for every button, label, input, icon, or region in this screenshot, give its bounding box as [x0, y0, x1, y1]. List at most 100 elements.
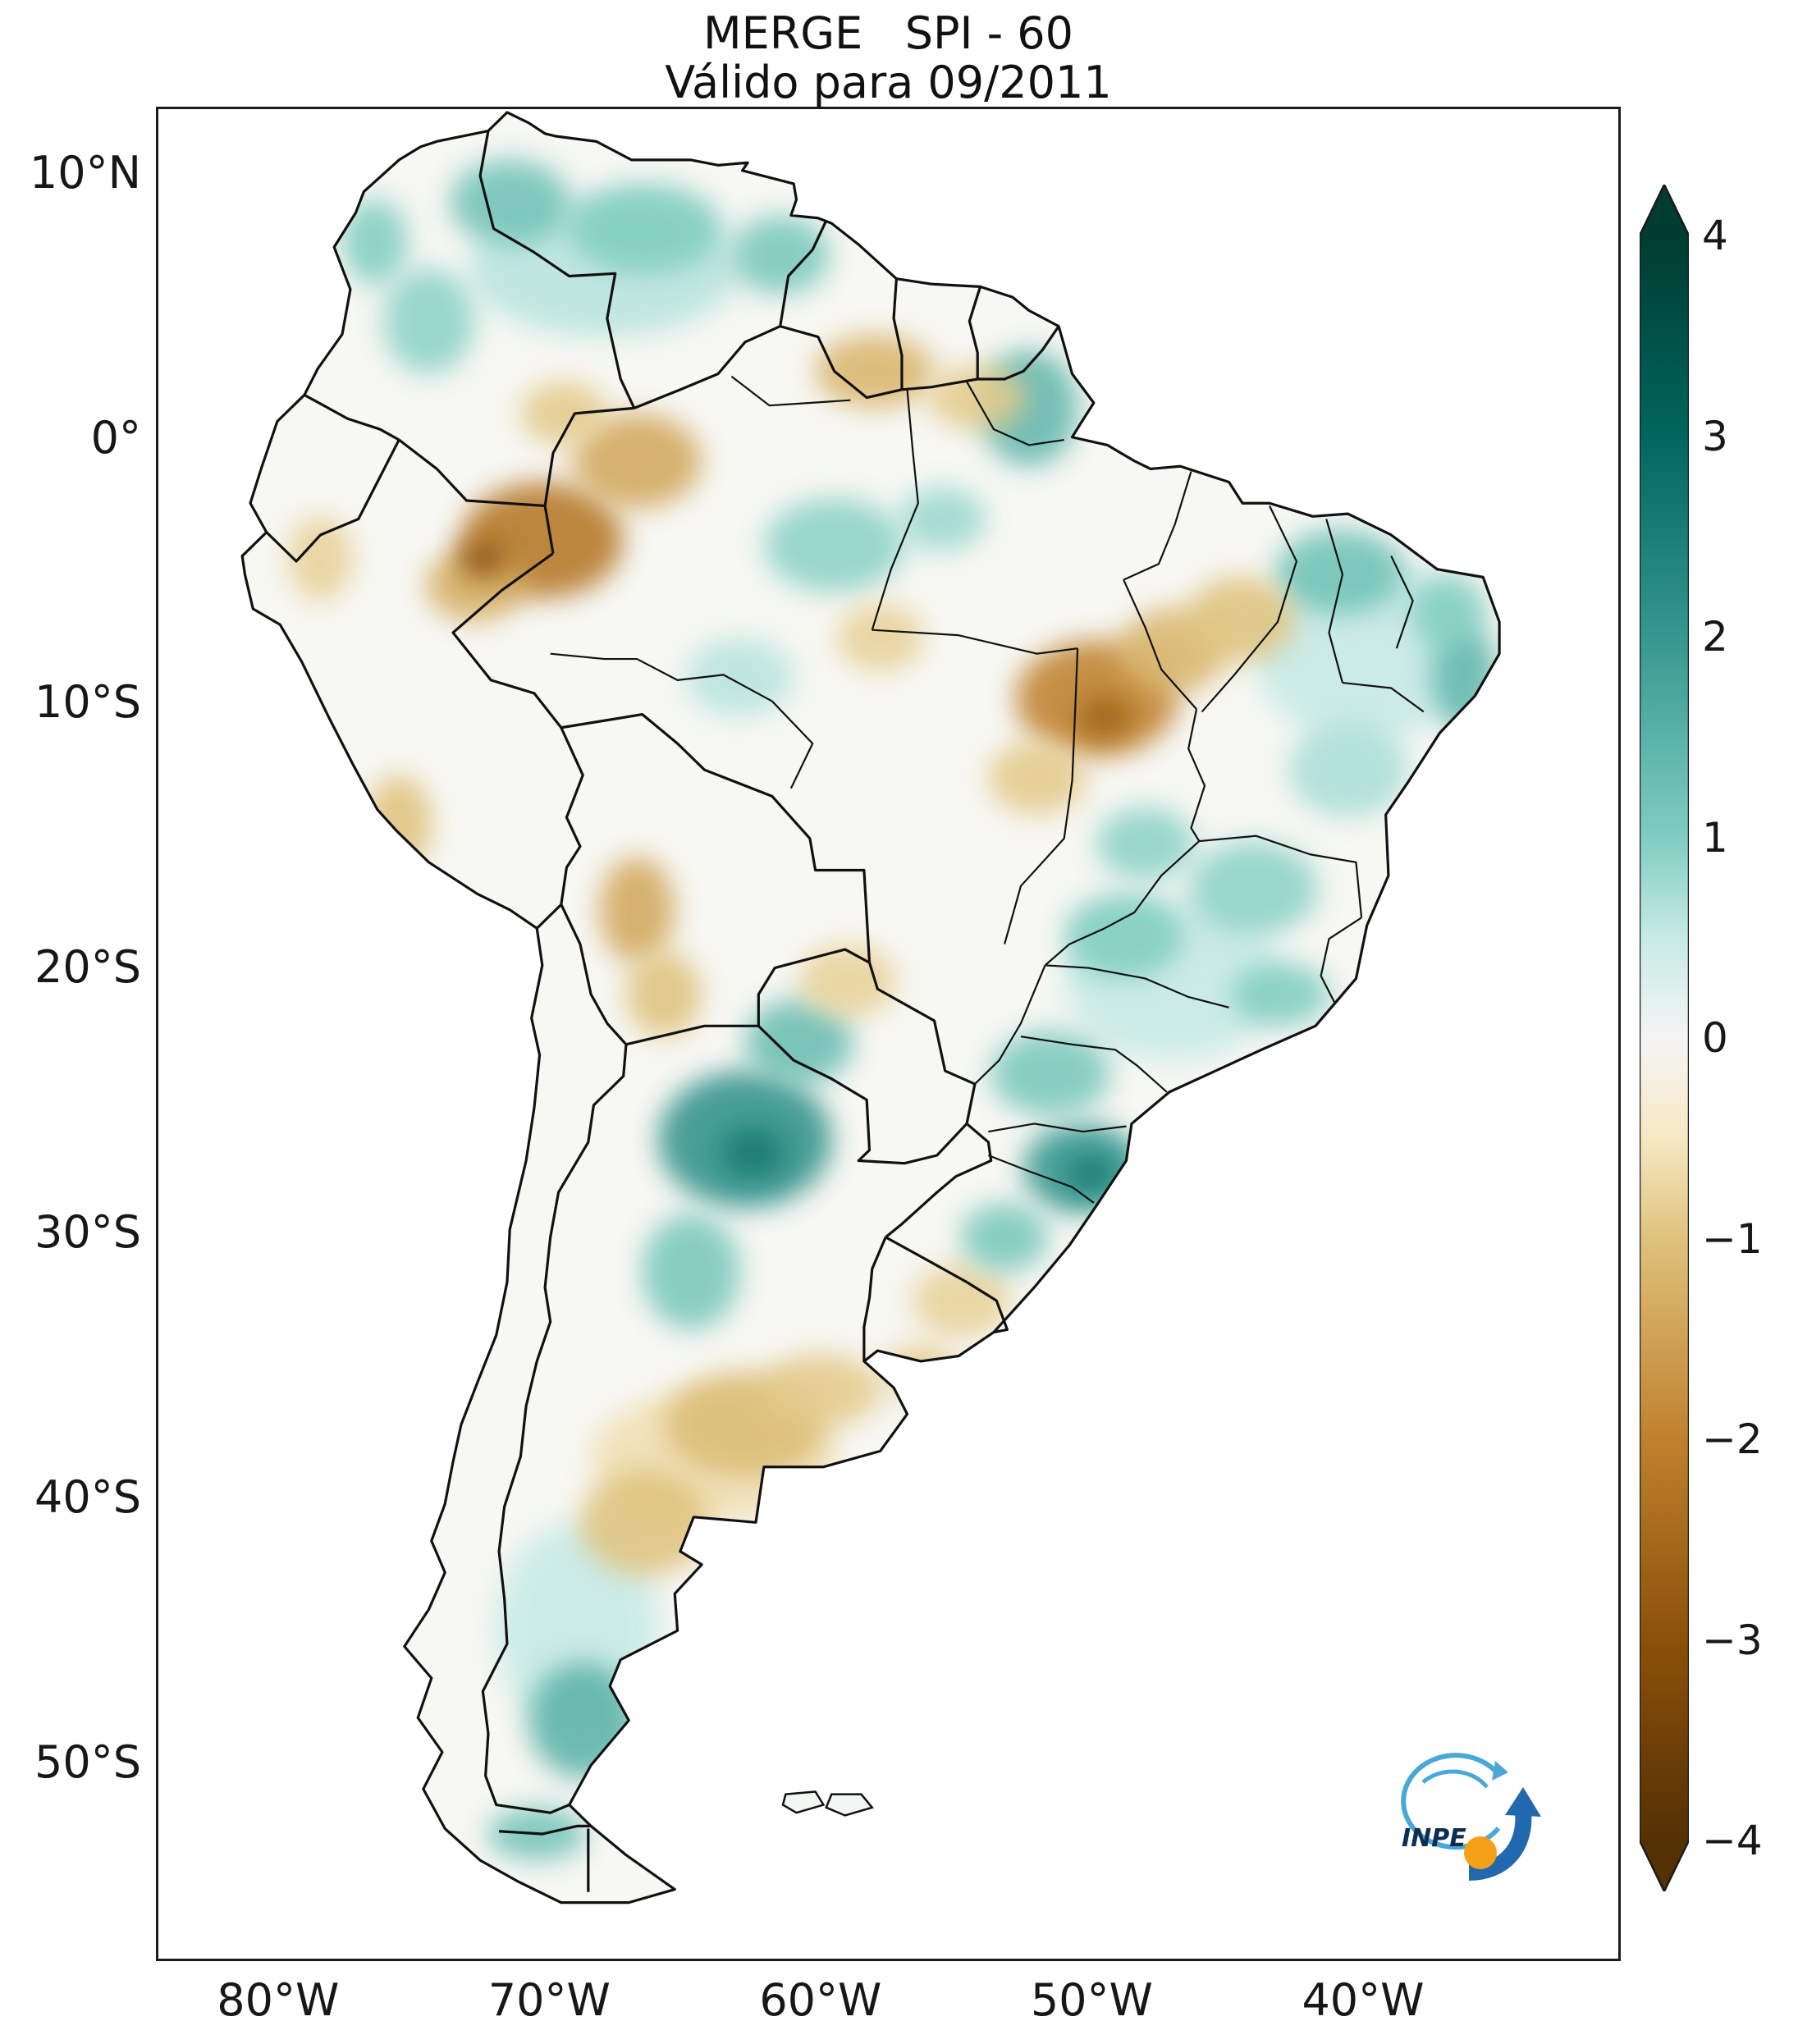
country-border — [398, 438, 555, 554]
spi-anomaly-blob — [580, 1469, 710, 1576]
chart-subtitle: Válido para 09/2011 — [665, 57, 1112, 108]
country-border — [560, 727, 584, 905]
state-border — [987, 1154, 1095, 1204]
x-tick-label: 60°W — [759, 1974, 882, 2026]
country-border — [892, 278, 904, 390]
country-border — [862, 1237, 887, 1361]
spi-anomaly-blob — [341, 199, 408, 285]
spi-anomaly-blob — [912, 1264, 1011, 1338]
spi-anomaly-blob — [642, 1213, 740, 1330]
colorbar-tick-label: −1 — [1702, 1214, 1763, 1263]
coastline — [240, 111, 1501, 1905]
country-border — [757, 948, 871, 1027]
country-border — [304, 393, 400, 441]
state-border — [1201, 505, 1298, 713]
country-border — [867, 962, 977, 1124]
spi-anomaly-blob — [991, 1031, 1110, 1117]
country-border — [560, 713, 872, 963]
colorbar-tick-label: 2 — [1702, 613, 1728, 661]
logo-orange-sphere-icon — [1464, 1836, 1497, 1869]
state-border — [1342, 681, 1425, 713]
colorbar-tick-label: 4 — [1702, 212, 1728, 259]
spi-anomaly-blob — [520, 381, 607, 446]
spi-anomaly-blob — [761, 1353, 881, 1428]
spi-anomaly-blob — [1064, 894, 1183, 979]
spi-anomaly-blob — [798, 944, 897, 1018]
state-border — [1123, 579, 1197, 710]
spi-anomaly-blob — [730, 215, 830, 295]
y-tick-label: 10°S — [34, 676, 141, 729]
country-border — [780, 325, 903, 400]
country-border — [481, 1044, 628, 1814]
state-border — [1044, 840, 1201, 967]
inpe-logo-text: INPE — [1402, 1824, 1466, 1853]
x-tick-label: 40°W — [1302, 1974, 1425, 2026]
country-border — [779, 220, 828, 327]
spi-anomaly-blob — [1410, 574, 1486, 648]
country-border — [499, 1824, 592, 1836]
y-tick-label: 20°S — [34, 941, 141, 994]
inpe-logo: INPE — [1401, 1753, 1541, 1881]
logo-swirl-arc-inner — [1421, 1769, 1489, 1789]
country-border — [451, 552, 563, 729]
state-border — [1045, 964, 1229, 1008]
spi-anomaly-blob — [685, 638, 794, 717]
south-america-map — [240, 111, 1501, 1905]
state-border — [1390, 556, 1414, 649]
colorbar-tick-label: 3 — [1702, 412, 1728, 460]
spi-anomaly-blob — [1066, 1155, 1116, 1193]
colorbar-tick-label: −4 — [1702, 1817, 1763, 1864]
spi-anomaly-blob — [720, 1126, 786, 1179]
spi-anomaly-blob — [569, 183, 721, 274]
spi-anomaly-blob — [1288, 722, 1408, 817]
state-border — [1123, 471, 1192, 581]
map-plot-panel — [156, 107, 1621, 1961]
logo-swirl-arrowhead-icon — [1492, 1761, 1508, 1781]
x-tick-label: 50°W — [1030, 1974, 1153, 2026]
state-border — [1004, 648, 1079, 944]
state-border — [966, 381, 1064, 446]
spi-anomaly-blob — [450, 159, 570, 245]
country-border — [543, 406, 634, 506]
state-border — [1199, 835, 1363, 918]
y-tick-label: 10°N — [29, 146, 141, 199]
spi-anomaly-blob — [836, 603, 924, 673]
country-border — [757, 1025, 968, 1165]
y-tick-label: 50°S — [34, 1735, 141, 1788]
country-border — [625, 1024, 759, 1046]
spi-anomaly-blob — [626, 951, 702, 1037]
y-tick-label: 40°S — [34, 1471, 141, 1523]
spi-anomaly-blob — [763, 497, 905, 593]
spi-anomaly-blob — [1188, 841, 1319, 936]
state-border — [771, 700, 814, 789]
country-border — [536, 903, 562, 930]
colorbar-tick-label: 0 — [1702, 1014, 1728, 1062]
spi-anomaly-blob — [1274, 529, 1405, 615]
island-outline — [825, 1793, 874, 1817]
x-tick-label: 70°W — [487, 1974, 611, 2026]
spi-anomaly-blob — [458, 539, 508, 578]
logo-orbit-arrowhead-icon — [1505, 1787, 1541, 1817]
state-border — [1020, 1036, 1168, 1093]
spi-anomaly-blob — [744, 999, 853, 1085]
country-border — [265, 439, 400, 563]
country-border — [885, 1236, 1009, 1334]
spi-anomaly-blob — [961, 1202, 1048, 1272]
spi-anomaly-blob — [1077, 695, 1132, 738]
state-border — [872, 629, 1078, 655]
state-border — [730, 375, 851, 407]
spi-anomaly-blob — [899, 487, 986, 551]
state-border — [871, 389, 919, 630]
state-border — [988, 1123, 1127, 1133]
state-border — [1325, 519, 1344, 684]
y-tick-label: 30°S — [34, 1206, 141, 1259]
colorbar-tick-label: 1 — [1702, 813, 1728, 862]
spi-anomaly-blob — [928, 365, 1027, 430]
spi-anomaly-blob — [528, 1662, 638, 1779]
y-tick-label: 0° — [90, 411, 141, 464]
spi-anomaly-blob — [1096, 807, 1195, 881]
spi-anomaly-blob — [287, 516, 354, 601]
spi-anomaly-blob — [1185, 576, 1294, 662]
spi-anomaly-blob — [599, 857, 675, 963]
country-border — [977, 325, 1060, 381]
